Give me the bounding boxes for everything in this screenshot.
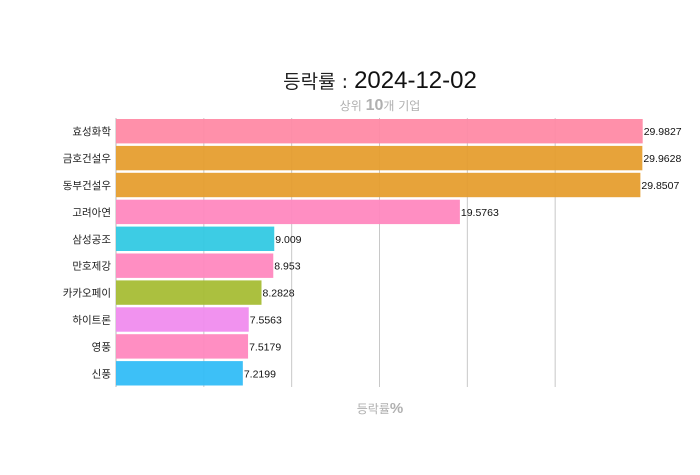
chart-title-label: 등락률 : bbox=[283, 71, 354, 93]
category-label-2: 금호건설우 bbox=[63, 153, 112, 165]
category-label-3: 동부건설우 bbox=[63, 180, 112, 192]
bar-10 bbox=[116, 361, 243, 386]
value-label-7: 8.2828 bbox=[263, 288, 295, 300]
value-label-5: 9.009 bbox=[275, 234, 301, 246]
value-label-10: 7.2199 bbox=[244, 368, 276, 380]
x-axis-label-text: 등락률 bbox=[357, 402, 390, 416]
category-label-9: 영풍 bbox=[92, 341, 112, 353]
bar-3 bbox=[116, 172, 641, 198]
bar-6 bbox=[116, 253, 274, 278]
chart-title-date: 2024-12-02 bbox=[354, 67, 477, 94]
chart-subtitle: 상위 10개 기업 bbox=[340, 97, 421, 114]
chart-title: 등락률 : 2024-12-02 bbox=[283, 67, 477, 94]
value-label-9: 7.5179 bbox=[249, 341, 281, 353]
bar-4 bbox=[116, 199, 460, 225]
category-label-7: 카카오페이 bbox=[63, 288, 111, 300]
bars: 효성화학 29.9827 금호건설우 29.9628 동부건설우 29.8507 고려아연 1… bbox=[63, 119, 682, 386]
bar-8 bbox=[116, 307, 249, 332]
category-label-4: 고려아연 bbox=[72, 207, 111, 219]
value-label-8: 7.5563 bbox=[250, 315, 282, 327]
value-label-3: 29.8507 bbox=[641, 180, 679, 192]
bar-9 bbox=[116, 334, 249, 359]
bar-2 bbox=[116, 145, 643, 171]
category-label-5: 삼성공조 bbox=[72, 234, 111, 246]
subtitle-prefix: 상위 bbox=[340, 99, 366, 113]
value-label-6: 8.953 bbox=[274, 261, 300, 273]
category-label-1: 효성화학 bbox=[72, 126, 111, 138]
subtitle-suffix: 개 기업 bbox=[383, 99, 420, 113]
value-label-4: 19.5763 bbox=[461, 207, 499, 219]
x-axis-label-unit: % bbox=[390, 400, 403, 417]
x-axis-label: 등락률% bbox=[357, 400, 403, 417]
subtitle-number: 10 bbox=[366, 97, 384, 114]
category-label-8: 하이트론 bbox=[72, 314, 111, 327]
category-label-10: 신풍 bbox=[92, 368, 112, 380]
category-label-6: 만호제강 bbox=[72, 261, 111, 273]
bar-1 bbox=[116, 119, 643, 144]
value-label-2: 29.9628 bbox=[643, 153, 681, 165]
value-label-1: 29.9827 bbox=[644, 126, 682, 138]
bar-5 bbox=[116, 226, 275, 251]
bar-7 bbox=[116, 280, 262, 305]
